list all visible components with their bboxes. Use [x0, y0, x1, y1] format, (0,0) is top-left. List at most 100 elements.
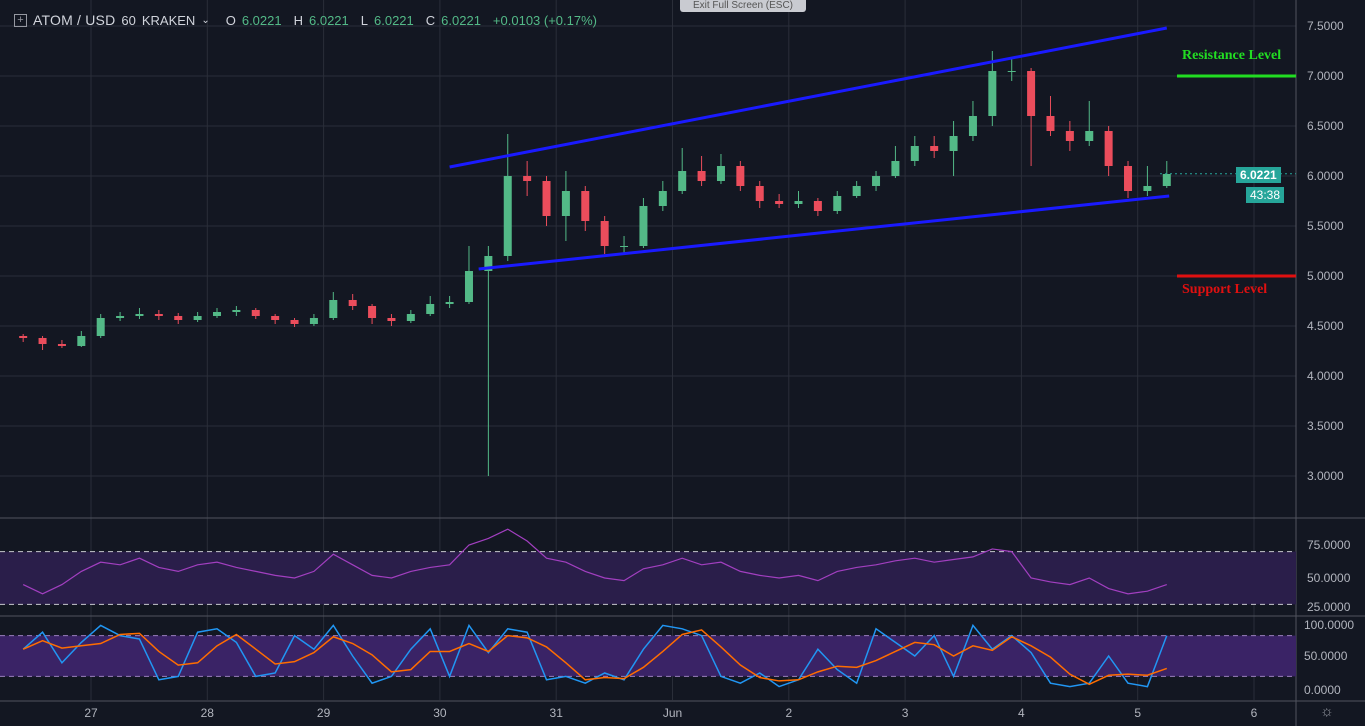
candle-body: [1085, 131, 1094, 141]
candle-body: [542, 181, 551, 216]
rsi-tick-label: 75.0000: [1307, 538, 1351, 552]
x-tick-label: 4: [1018, 706, 1025, 720]
candle-body: [193, 316, 202, 320]
resistance-label: Resistance Level: [1182, 48, 1282, 63]
candle-body: [38, 338, 47, 344]
candle-body: [232, 310, 241, 312]
candle-body: [678, 171, 687, 191]
candle-body: [387, 318, 396, 321]
x-tick-label: Jun: [663, 706, 682, 720]
candle-body: [19, 336, 28, 338]
candle-body: [77, 336, 86, 346]
candle-body: [174, 316, 183, 320]
candle-body: [852, 186, 861, 196]
close-label: C: [425, 12, 436, 28]
y-tick-label: 6.5000: [1307, 119, 1344, 133]
last-price-badge: 6.0221: [1236, 167, 1281, 183]
countdown-badge: 43:38: [1246, 187, 1285, 203]
candle-body: [949, 136, 958, 151]
interval[interactable]: 60: [121, 12, 136, 28]
x-tick-label: 28: [201, 706, 215, 720]
stoch-d-line: [22, 629, 1168, 686]
y-tick-label: 4.5000: [1307, 319, 1344, 333]
y-tick-label: 6.0000: [1307, 169, 1344, 183]
candle-body: [620, 246, 629, 247]
candle-body: [57, 344, 66, 346]
x-tick-label: 3: [902, 706, 909, 720]
candle-body: [600, 221, 609, 246]
rsi-line: [22, 528, 1167, 595]
rsi-tick-label: 25.0000: [1307, 600, 1351, 614]
candle-body: [116, 316, 125, 318]
candle-body: [309, 318, 318, 324]
candle-body: [96, 318, 105, 336]
candle-body: [484, 256, 493, 271]
candle-body: [329, 300, 338, 318]
x-tick-label: 27: [84, 706, 98, 720]
candle-body: [658, 191, 667, 206]
open-label: O: [225, 12, 236, 28]
y-tick-label: 7.0000: [1307, 69, 1344, 83]
candle-body: [988, 71, 997, 116]
candle-body: [1162, 174, 1171, 186]
candle-body: [813, 201, 822, 211]
candle-body: [891, 161, 900, 176]
channel-lower-line: [478, 194, 1170, 271]
candle-body: [1027, 71, 1036, 116]
candle-body: [910, 146, 919, 161]
support-label: Support Level: [1182, 282, 1268, 297]
expand-icon[interactable]: +: [14, 13, 27, 27]
low-value: 6.0221: [374, 12, 414, 28]
exit-fullscreen-button[interactable]: Exit Full Screen (ESC): [680, 0, 806, 12]
rsi-tick-label: 50.0000: [1307, 571, 1351, 585]
candle-body: [271, 316, 280, 320]
candle-body: [794, 201, 803, 204]
x-tick-label: 2: [785, 706, 792, 720]
candle-body: [368, 306, 377, 318]
candle-body: [561, 191, 570, 216]
candle-body: [639, 206, 648, 246]
x-tick-label: 5: [1134, 706, 1141, 720]
candle-body: [426, 304, 435, 314]
change-value: +0.0103 (+0.17%): [492, 12, 597, 28]
candle-body: [736, 166, 745, 186]
symbol-name[interactable]: ATOM / USD: [33, 12, 116, 28]
settings-gear-icon[interactable]: ☼: [1320, 703, 1334, 720]
candle-body: [1104, 131, 1113, 166]
candle-body: [1143, 186, 1152, 191]
x-tick-label: 30: [433, 706, 447, 720]
x-tick-label: 31: [550, 706, 564, 720]
candle-body: [716, 166, 725, 181]
close-value: 6.0221: [441, 12, 481, 28]
candle-body: [581, 191, 590, 221]
y-tick-label: 3.5000: [1307, 419, 1344, 433]
y-tick-label: 5.5000: [1307, 219, 1344, 233]
candle-body: [464, 271, 473, 302]
candle-body: [833, 196, 842, 211]
x-tick-label: 6: [1251, 706, 1258, 720]
y-tick-label: 7.5000: [1307, 19, 1344, 33]
y-tick-label: 5.0000: [1307, 269, 1344, 283]
candle-body: [348, 300, 357, 306]
high-label: H: [293, 12, 303, 28]
candle-body: [1065, 131, 1074, 141]
chevron-down-icon[interactable]: ⌄: [201, 14, 210, 26]
stoch-tick-label: 100.0000: [1304, 618, 1354, 632]
stoch-tick-label: 50.0000: [1304, 649, 1348, 663]
y-tick-label: 3.0000: [1307, 469, 1344, 483]
candle-body: [523, 176, 532, 181]
candle-body: [251, 310, 260, 316]
chart-header: + ATOM / USD 60 KRAKEN ⌄ O 6.0221 H 6.0221…: [14, 12, 597, 28]
stoch-tick-label: 0.0000: [1304, 683, 1341, 697]
candle-body: [755, 186, 764, 201]
candle-body: [135, 314, 144, 316]
stoch-band: [0, 635, 1296, 677]
candle-body: [775, 201, 784, 204]
x-tick-label: 29: [317, 706, 331, 720]
candle-body: [872, 176, 881, 186]
candle-body: [1124, 166, 1133, 191]
candle-body: [290, 320, 299, 324]
y-tick-label: 4.0000: [1307, 369, 1344, 383]
exchange[interactable]: KRAKEN: [141, 12, 196, 28]
